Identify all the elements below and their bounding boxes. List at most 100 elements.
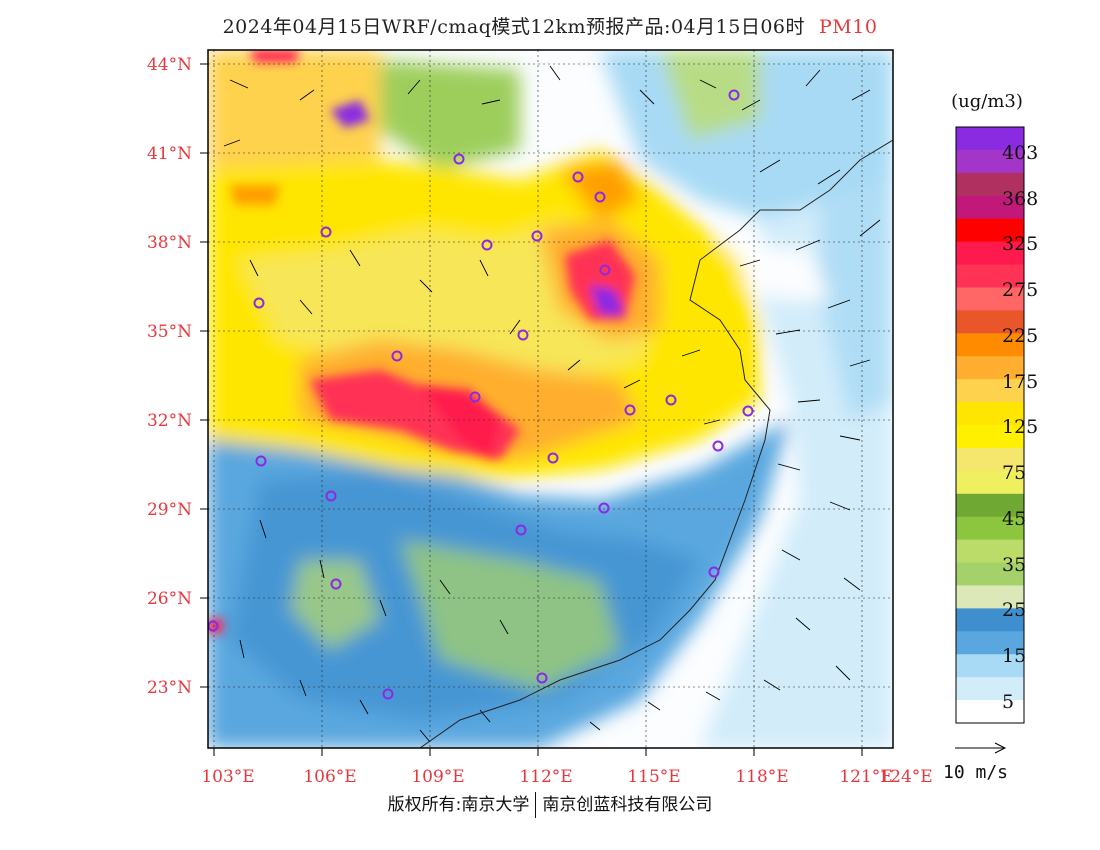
colorbar-swatch [956,195,1024,220]
colorbar-swatch [956,608,1024,632]
colorbar-tick-label: 35 [1002,554,1026,576]
colorbar-tick-label: 225 [1002,325,1038,347]
footer-right: 南京创蓝科技有限公司 [542,795,713,815]
lon-label: 103°E [201,767,254,787]
colorbar-swatch [956,149,1024,174]
colorbar-swatch [956,241,1024,266]
colorbar-tick-label: 368 [1002,188,1038,210]
colorbar-tick-label: 175 [1002,371,1038,393]
colorbar-swatch [956,310,1024,334]
lat-label: 29°N [147,500,192,520]
station-marker [531,230,543,242]
station-marker [515,524,527,536]
station-marker [255,455,267,467]
station-marker [453,153,465,165]
colorbar-swatch [956,172,1024,197]
wind-reference: 10 m/s [943,742,1008,783]
station-marker [382,688,394,700]
colorbar-tick-label: 75 [1002,462,1026,484]
lon-label: 121°E [839,767,892,787]
colorbar-swatch [956,218,1024,243]
colorbar-swatch [956,402,1024,426]
lon-label: 115°E [627,767,680,787]
station-markers [207,89,754,700]
wind-reference-arrowhead [994,742,1007,754]
title-pollutant: PM10 [819,16,878,38]
colorbar-tick-label: 5 [1002,691,1014,713]
colorbar-frame [955,126,1025,724]
station-marker [572,171,584,183]
station-marker [325,490,337,502]
colorbar-swatch [956,470,1024,495]
footer-left: 版权所有:南京大学 [387,795,530,815]
colorbar-swatch [956,677,1024,701]
lat-label: 26°N [147,589,192,609]
lon-label: 112°E [519,767,572,787]
station-marker [469,391,481,403]
pm10-concentration-field [208,50,893,748]
wind-reference-label: 10 m/s [943,762,1008,783]
colorbar-swatch [956,700,1024,724]
colorbar-swatch [956,264,1024,288]
colorbar-tick-labels: 403 368 325 275 225 175 125 75 45 35 25 … [1002,142,1038,713]
colorbar-swatch [956,631,1024,655]
colorbar-swatch [956,425,1024,449]
axis-ticks [200,63,863,756]
copyright-footer: 版权所有:南京大学 南京创蓝科技有限公司 [0,790,1100,818]
station-marker [391,350,403,362]
lat-label: 35°N [147,322,192,342]
station-marker [599,264,611,276]
title-main: 2024年04月15日WRF/cmaq模式12km预报产品:04月15日06时 [222,16,805,38]
colorbar-swatch [956,356,1024,380]
colorbar-swatch [956,516,1024,541]
lat-label: 32°N [147,411,192,431]
colorbar-tick-label: 25 [1002,599,1026,621]
station-marker [481,239,493,251]
colorbar-swatch [956,562,1024,586]
map-title: 2024年04月15日WRF/cmaq模式12km预报产品:04月15日06时 P… [0,12,1100,39]
coastline [419,139,893,748]
colorbar-swatch [956,539,1024,564]
colorbar-tick-label: 403 [1002,142,1038,164]
station-marker [712,440,724,452]
colorbar-swatch [956,585,1024,609]
lat-label: 23°N [147,678,192,698]
colorbar-swatch [956,447,1024,472]
lon-label: 109°E [411,767,464,787]
footer-separator [535,792,537,818]
colorbar-swatch [956,493,1024,518]
station-marker [536,672,548,684]
colorbar-tick-label: 125 [1002,416,1038,438]
colorbar-tick-label: 325 [1002,233,1038,255]
station-marker [708,566,720,578]
colorbar-swatch [956,333,1024,357]
station-marker [253,297,265,309]
station-marker [624,404,636,416]
station-marker [665,394,677,406]
lon-label: 106°E [303,767,356,787]
map-frame [207,49,894,749]
colorbar-unit: (ug/m3) [951,91,1023,112]
longitude-labels: 103°E 106°E 109°E 112°E 115°E 118°E 121°… [201,767,932,787]
colorbar [956,127,1024,724]
colorbar-swatch [956,654,1024,678]
lat-label: 38°N [147,233,192,253]
colorbar-tick-label: 275 [1002,279,1038,301]
lon-label: 124°E [879,767,932,787]
station-marker [547,452,559,464]
colorbar-swatch [956,379,1024,403]
colorbar-tick-label: 15 [1002,645,1026,667]
colorbar-tick-label: 45 [1002,508,1026,530]
lat-label: 44°N [147,55,192,75]
station-marker [728,89,740,101]
lon-label: 118°E [735,767,788,787]
latitude-labels: 44°N 41°N 38°N 35°N 32°N 29°N 26°N 23°N [147,55,192,698]
graticule [208,50,893,748]
station-marker [742,405,754,417]
lat-label: 41°N [147,144,192,164]
station-marker [320,226,332,238]
station-marker [517,329,529,341]
station-marker [330,578,342,590]
colorbar-swatch [956,287,1024,311]
